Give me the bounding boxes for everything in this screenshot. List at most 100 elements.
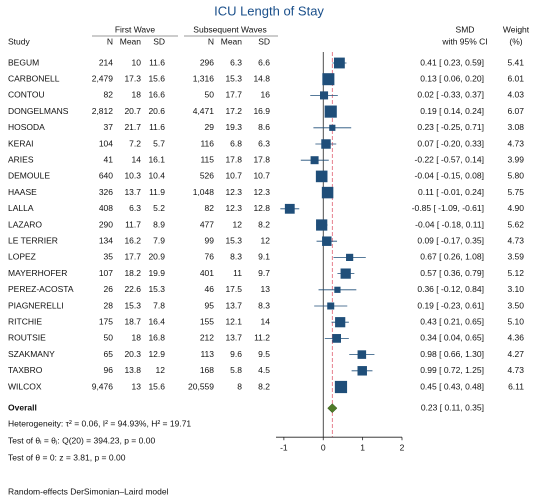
study-name: ARIES [8, 154, 34, 164]
table-cell: 20.3 [124, 349, 141, 359]
overall-diamond [327, 403, 338, 414]
table-cell: 12.9 [148, 349, 165, 359]
table-cell: 15.3 [124, 300, 141, 310]
effect-square [310, 156, 319, 165]
table-cell: 41 [104, 154, 114, 164]
effect-square [327, 302, 335, 310]
effect-label: 0.34 [ 0.04, 0.65] [420, 333, 484, 343]
effect-square [335, 317, 346, 328]
study-name: LALLA [8, 203, 34, 213]
table-cell: 12.3 [253, 187, 270, 197]
table-cell: 8.3 [230, 252, 242, 262]
weight-label: 3.10 [507, 284, 524, 294]
x-tick-label: 1 [360, 442, 365, 452]
table-cell: 113 [200, 349, 214, 359]
table-cell: 10.3 [124, 171, 141, 181]
weight-label: 4.90 [507, 203, 524, 213]
effect-square [334, 380, 348, 394]
group-header: First Wave [115, 24, 156, 34]
study-name: LAZARO [8, 219, 42, 229]
effect-label: 0.19 [ -0.23, 0.61] [417, 300, 484, 310]
effect-label: 0.43 [ 0.21, 0.65] [420, 316, 484, 326]
effect-square [316, 219, 328, 231]
effect-label: 0.23 [ -0.25, 0.71] [417, 122, 484, 132]
weight-label: 3.59 [507, 252, 524, 262]
table-cell: 26 [104, 284, 114, 294]
table-cell: 12.1 [225, 316, 242, 326]
weight-label: 3.08 [507, 122, 524, 132]
table-cell: 15.3 [148, 284, 165, 294]
table-cell: 16.4 [148, 316, 165, 326]
effect-label: 0.41 [ 0.23, 0.59] [420, 57, 484, 67]
table-cell: 12 [233, 219, 243, 229]
table-cell: 12 [156, 365, 166, 375]
table-cell: 20.7 [124, 106, 141, 116]
weight-label: 4.73 [507, 235, 524, 245]
table-cell: 10.7 [253, 171, 270, 181]
table-cell: 8.2 [258, 381, 270, 391]
effect-square [333, 57, 345, 69]
table-cell: 16.8 [148, 333, 165, 343]
table-cell: 50 [205, 90, 215, 100]
table-cell: 16.2 [124, 235, 141, 245]
table-cell: 21.7 [124, 122, 141, 132]
table-cell: 17.7 [225, 90, 242, 100]
table-cell: 13.7 [124, 187, 141, 197]
table-cell: 9.5 [258, 349, 270, 359]
table-cell: 16.6 [148, 90, 165, 100]
table-cell: 18 [132, 333, 142, 343]
effect-square [321, 139, 331, 149]
effect-label: 0.45 [ 0.43, 0.48] [420, 381, 484, 391]
table-cell: 11.9 [149, 187, 165, 197]
table-cell: 4,471 [193, 106, 215, 116]
weight-label: 5.80 [507, 171, 524, 181]
effect-square [315, 170, 328, 183]
table-cell: 12.3 [225, 203, 242, 213]
effect-label: 0.19 [ 0.14, 0.24] [420, 106, 484, 116]
table-cell: 13.8 [124, 365, 141, 375]
weight-label: 4.36 [507, 333, 524, 343]
table-cell: 9.7 [258, 268, 270, 278]
table-cell: 35 [104, 252, 114, 262]
table-cell: 15.3 [225, 235, 242, 245]
table-cell: 104 [99, 138, 113, 148]
effect-square [340, 268, 351, 279]
table-cell: 14 [132, 154, 142, 164]
weight-label: 4.73 [507, 365, 524, 375]
table-cell: 11.6 [149, 57, 165, 67]
table-cell: 13 [132, 381, 142, 391]
table-cell: 11.6 [149, 122, 165, 132]
table-cell: 14.8 [253, 73, 270, 83]
table-cell: 13.7 [225, 333, 242, 343]
table-cell: 10 [132, 57, 142, 67]
effect-label: 0.36 [ -0.12, 0.84] [417, 284, 484, 294]
study-name: RITCHIE [8, 316, 42, 326]
table-cell: 326 [99, 187, 113, 197]
table-cell: 13 [261, 284, 271, 294]
table-cell: 168 [200, 365, 214, 375]
table-cell: 82 [104, 90, 114, 100]
overall-label: Overall [8, 402, 37, 412]
table-cell: 18.7 [124, 316, 141, 326]
effect-square [329, 124, 336, 131]
table-cell: 8.9 [153, 219, 165, 229]
table-cell: 17.5 [225, 284, 242, 294]
study-name: TAXBRO [8, 365, 43, 375]
weight-label: 5.12 [507, 268, 524, 278]
table-cell: 6.3 [258, 138, 270, 148]
table-cell: 99 [205, 235, 215, 245]
table-cell: 10.7 [225, 171, 242, 181]
weight-header: Weight [503, 24, 530, 34]
table-cell: 17.7 [124, 252, 141, 262]
footnote: Random-effects DerSimonian–Laird model [8, 486, 169, 496]
x-tick-label: 2 [400, 442, 405, 452]
study-name: DONGELMANS [8, 106, 69, 116]
table-cell: 17.8 [253, 154, 270, 164]
table-cell: 212 [200, 333, 214, 343]
column-header: Mean [120, 36, 142, 46]
weight-label: 3.99 [507, 154, 524, 164]
column-header: N [107, 36, 113, 46]
table-cell: 12 [261, 235, 271, 245]
table-cell: 76 [205, 252, 215, 262]
